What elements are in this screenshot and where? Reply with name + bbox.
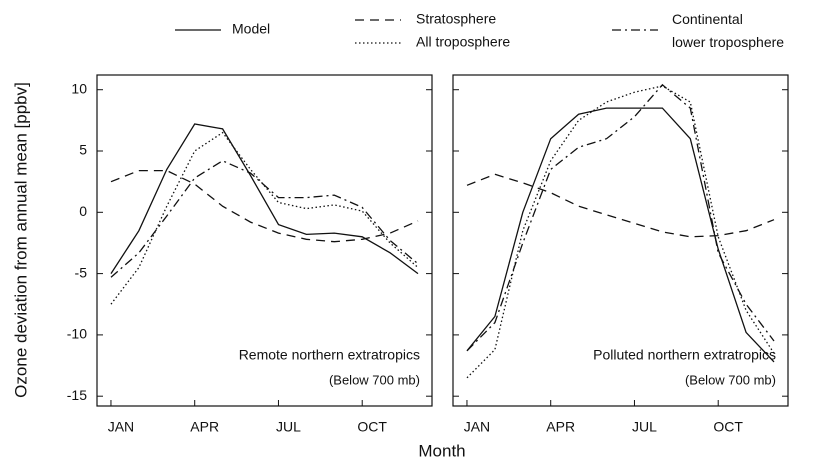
x-tick-label: OCT [357,419,387,435]
legend-label: Stratosphere [416,11,496,27]
series-line [110,123,419,275]
x-tick-label: JUL [276,419,301,435]
series-line [110,160,419,278]
series-line [466,85,775,379]
x-tick-label: APR [546,419,575,435]
y-tick-label: -15 [67,387,87,403]
y-tick-label: -10 [67,326,87,342]
y-tick-label: 0 [79,203,87,219]
legend-label: Model [232,21,270,37]
x-tick-label: JUL [632,419,657,435]
series-line [466,173,775,238]
y-tick-label: 5 [79,142,87,158]
y-tick-label: -5 [75,264,88,280]
series-line [110,169,419,243]
plot-frame [452,74,789,407]
panel-note: (Below 700 mb) [329,372,420,387]
plot-frame [96,74,433,407]
legend-label: All troposphere [416,34,510,50]
panel-note: (Below 700 mb) [685,372,776,387]
x-tick-label: APR [190,419,219,435]
legend-label: Continental lower troposphere [672,11,784,50]
legend-line: Continental [672,11,743,27]
x-tick-label: JAN [464,419,490,435]
y-axis-label: Ozone deviation from annual mean [ppbv] [11,82,30,398]
x-tick-label: JAN [108,419,134,435]
series-line [466,83,775,352]
series-line [110,131,419,305]
x-axis-label: Month [418,441,465,460]
panel-annotation: Remote northern extratropics [239,347,420,363]
series-line [466,107,775,363]
x-tick-label: OCT [713,419,743,435]
y-tick-label: 10 [71,80,87,96]
legend-line: lower troposphere [672,34,784,50]
panel-annotation: Polluted northern extratropics [593,347,776,363]
